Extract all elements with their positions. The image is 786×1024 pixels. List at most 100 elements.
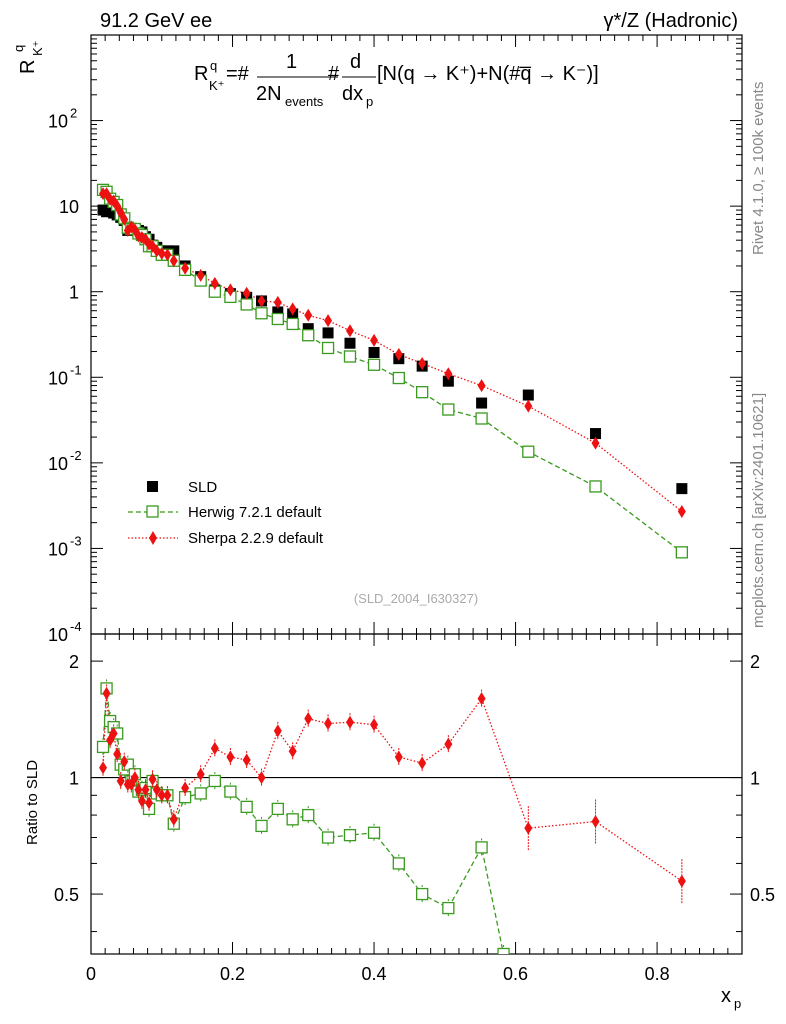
sherpa-point: [444, 367, 453, 381]
formula-eq: =#: [226, 63, 250, 85]
ratio-sherpa-point: [152, 783, 161, 797]
ratio-sherpa-point: [137, 794, 146, 808]
y-label-main: R: [17, 60, 39, 74]
sld-point: [590, 428, 602, 440]
ratio-sherpa-point: [163, 788, 172, 802]
ratio-herwig-point: [240, 800, 253, 814]
ratio-sherpa-point: [345, 715, 354, 729]
y-tick-label-exp: -3: [70, 533, 82, 548]
ratio-sherpa-point: [524, 821, 533, 835]
y-tick-label-ratio: 2: [69, 652, 79, 672]
herwig-point: [675, 546, 689, 559]
y-tick-label-main: 10: [48, 539, 68, 559]
sherpa-point: [152, 244, 161, 258]
herwig-point: [343, 350, 357, 363]
sherpa-point: [181, 261, 190, 275]
formula-frac1-num: 1: [286, 51, 297, 73]
formula-frac1-den: 2N: [256, 83, 282, 105]
legend-sherpa-marker: [149, 531, 157, 545]
ratio-sherpa-point: [257, 771, 266, 785]
ratio-herwig-point: [286, 813, 299, 826]
sld-point: [476, 397, 488, 409]
herwig-point: [392, 371, 405, 385]
legend-sld-label: SLD: [188, 479, 217, 496]
formula-frac1-den-sub: events: [285, 94, 324, 109]
ratio-herwig-point: [255, 819, 268, 833]
ratio-sherpa-point: [273, 724, 282, 738]
ratio-sherpa-point: [591, 815, 600, 829]
sherpa-point: [591, 436, 600, 450]
ratio-sherpa-point: [109, 726, 118, 740]
herwig-point: [240, 298, 253, 311]
formula-frac2-num: d: [350, 51, 361, 73]
ratio-herwig-point: [96, 740, 110, 754]
legend-sld-marker: [147, 481, 158, 492]
ratio-sherpa-point: [141, 783, 150, 797]
sld-point: [302, 323, 314, 335]
ratio-sherpa-point: [226, 750, 235, 764]
x-tick-label: 0.6: [503, 964, 528, 984]
sherpa-point: [242, 286, 251, 300]
y-tick-label-ratio: 1: [69, 769, 79, 789]
ratio-sherpa-point: [99, 761, 108, 775]
sherpa-point: [273, 295, 282, 309]
header-left: 91.2 GeV ee: [100, 10, 212, 32]
sherpa-point: [226, 283, 235, 297]
y-tick-label-main: 10: [59, 197, 79, 217]
ratio-sherpa-point: [134, 783, 143, 797]
ratio-sherpa-point: [113, 747, 122, 761]
x-label-main: x: [721, 985, 731, 1007]
herwig-point: [442, 403, 455, 416]
x-tick-label: 0.2: [220, 964, 245, 984]
ratio-sherpa-point: [418, 756, 427, 770]
side-label-bottom: mcplots.cern.ch [arXiv:2401.10621]: [750, 393, 767, 628]
ratio-sherpa-point: [145, 796, 154, 810]
legend: SLD Herwig 7.2.1 default Sherpa 2.2.9 de…: [128, 479, 324, 547]
sherpa-point: [157, 246, 166, 260]
herwig-point: [367, 358, 381, 371]
ratio-y-label: Ratio to SLD: [24, 760, 41, 845]
formula-frac2-den-sub: p: [366, 94, 373, 109]
ratio-herwig-point: [343, 828, 357, 842]
y-tick-label-exp: -1: [70, 362, 82, 377]
sherpa-point: [324, 314, 333, 328]
y-tick-label-main: 10: [48, 625, 68, 645]
sherpa-point: [370, 333, 379, 347]
ratio-sherpa-point: [477, 692, 486, 706]
header-right: γ*/Z (Hadronic): [604, 10, 738, 32]
sld-point: [522, 389, 534, 401]
ratio-sherpa-point: [181, 781, 190, 795]
herwig-point: [271, 312, 284, 326]
sld-point: [322, 327, 334, 339]
ratio-herwig-point: [416, 887, 429, 901]
ratio-sherpa-point: [196, 767, 205, 781]
sherpa-point: [524, 399, 533, 413]
ratio-sherpa-point: [116, 774, 125, 788]
sld-point: [344, 337, 356, 349]
ratio-sherpa-point: [288, 744, 297, 758]
ratio-herwig-point: [302, 808, 315, 822]
y-tick-label-exp: -2: [70, 448, 82, 463]
y-tick-label-ratio-right: 1: [750, 769, 760, 789]
ratio-herwig-point: [497, 947, 510, 954]
ratio-sherpa-point: [394, 750, 403, 764]
y-tick-label-ratio-right: 0.5: [750, 885, 775, 905]
formula: R q K⁺ =# 1 2N events # d dx p [N(q → K⁺…: [194, 51, 599, 109]
legend-herwig-label: Herwig 7.2.1 default: [188, 504, 322, 521]
herwig-point: [302, 329, 315, 342]
herwig-point: [321, 341, 335, 355]
ratio-sherpa-point: [102, 686, 111, 700]
herwig-line: [102, 189, 683, 553]
ratio-herwig-point: [208, 774, 221, 788]
formula-lead-sup: q: [210, 58, 217, 73]
ratio-herwig-point: [271, 802, 284, 816]
ratio-sherpa-point: [324, 716, 333, 730]
y-tick-label-main: 1: [69, 283, 79, 303]
formula-lead: R: [194, 63, 208, 85]
formula-frac2-den: dx: [342, 83, 363, 105]
y-tick-label-ratio-right: 2: [750, 652, 760, 672]
herwig-point: [286, 317, 299, 331]
ratio-sherpa-point: [242, 753, 251, 767]
y-axis-label: R q K⁺: [11, 40, 45, 74]
